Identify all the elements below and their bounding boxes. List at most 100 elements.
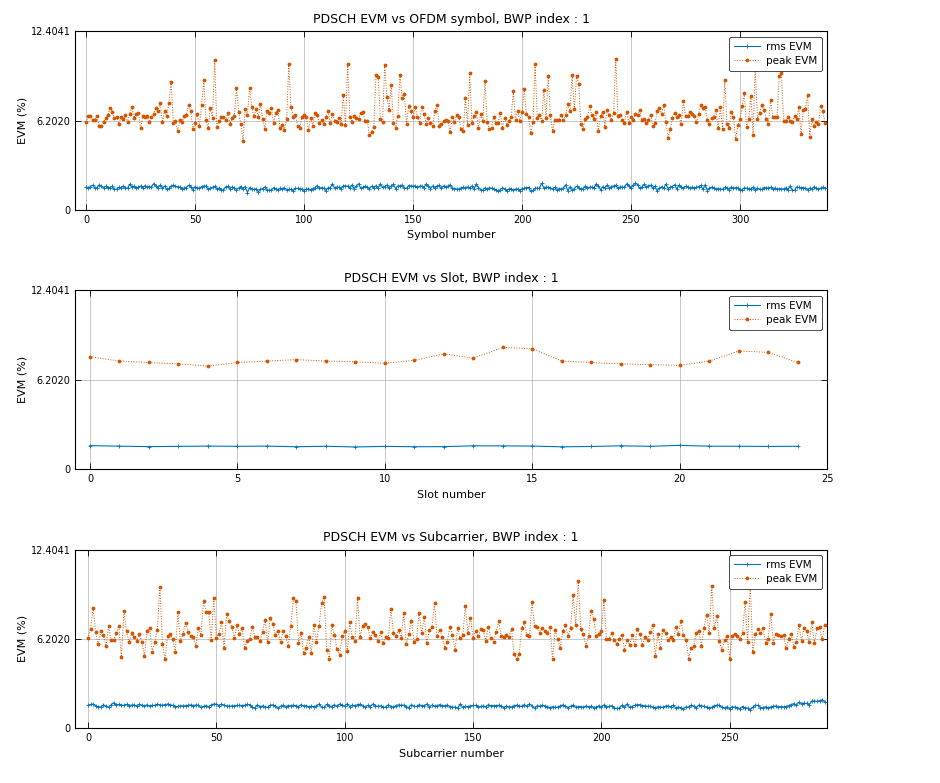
peak EVM <box>379 359 390 368</box>
X-axis label: Subcarrier number: Subcarrier number <box>399 749 504 759</box>
rms EVM <box>762 442 774 451</box>
peak EVM <box>526 344 538 353</box>
rms EVM <box>701 702 713 712</box>
peak EVM <box>820 118 831 128</box>
peak EVM <box>147 647 158 656</box>
rms EVM <box>85 441 96 450</box>
rms EVM <box>455 699 466 709</box>
rms EVM <box>645 442 656 451</box>
peak EVM <box>232 358 243 367</box>
rms EVM <box>497 441 509 450</box>
rms EVM <box>526 442 538 451</box>
rms EVM <box>213 183 225 193</box>
peak EVM <box>114 356 125 366</box>
peak EVM <box>261 356 273 366</box>
rms EVM <box>704 442 715 451</box>
peak EVM <box>529 60 540 69</box>
rms EVM <box>676 182 687 192</box>
peak EVM <box>238 136 249 146</box>
peak EVM <box>409 355 420 365</box>
peak EVM <box>737 629 748 638</box>
peak EVM <box>81 117 92 127</box>
peak EVM <box>187 124 198 134</box>
Y-axis label: EVM (%): EVM (%) <box>18 97 27 144</box>
rms EVM <box>202 442 213 451</box>
rms EVM <box>728 183 739 193</box>
rms EVM <box>321 442 332 451</box>
rms EVM <box>350 442 361 452</box>
rms EVM <box>529 183 540 193</box>
rms EVM <box>674 441 685 450</box>
rms EVM <box>586 442 597 451</box>
peak EVM <box>586 358 597 367</box>
peak EVM <box>350 357 361 366</box>
peak EVM <box>728 112 739 121</box>
peak EVM <box>733 346 744 355</box>
rms EVM <box>147 701 158 710</box>
rms EVM <box>615 441 626 450</box>
rms EVM <box>820 184 831 193</box>
peak EVM <box>615 359 626 369</box>
rms EVM <box>758 703 769 713</box>
X-axis label: Symbol number: Symbol number <box>407 230 495 240</box>
peak EVM <box>438 349 449 359</box>
rms EVM <box>187 185 198 194</box>
peak EVM <box>202 362 213 371</box>
peak EVM <box>819 620 830 630</box>
peak EVM <box>704 356 715 366</box>
Line: peak EVM: peak EVM <box>86 578 827 662</box>
peak EVM <box>457 630 468 640</box>
peak EVM <box>674 361 685 370</box>
rms EVM <box>817 695 828 705</box>
Legend: rms EVM, peak EVM: rms EVM, peak EVM <box>729 37 822 71</box>
peak EVM <box>173 359 184 369</box>
rms EVM <box>744 705 756 715</box>
peak EVM <box>676 120 687 129</box>
peak EVM <box>213 117 225 126</box>
peak EVM <box>556 356 568 366</box>
peak EVM <box>792 358 804 367</box>
Title: PDSCH EVM vs OFDM symbol, BWP index : 1: PDSCH EVM vs OFDM symbol, BWP index : 1 <box>313 13 589 26</box>
rms EVM <box>468 441 479 450</box>
peak EVM <box>83 633 94 643</box>
X-axis label: Slot number: Slot number <box>417 489 485 500</box>
Title: PDSCH EVM vs Slot, BWP index : 1: PDSCH EVM vs Slot, BWP index : 1 <box>344 272 558 285</box>
rms EVM <box>409 442 420 452</box>
peak EVM <box>760 638 771 648</box>
peak EVM <box>572 576 584 585</box>
peak EVM <box>468 353 479 363</box>
rms EVM <box>81 182 92 192</box>
Y-axis label: EVM (%): EVM (%) <box>18 615 27 662</box>
Line: peak EVM: peak EVM <box>87 345 800 369</box>
Line: peak EVM: peak EVM <box>84 56 827 143</box>
Legend: rms EVM, peak EVM: rms EVM, peak EVM <box>729 296 822 330</box>
rms EVM <box>819 697 830 706</box>
rms EVM <box>261 442 273 451</box>
Y-axis label: EVM (%): EVM (%) <box>18 356 27 403</box>
rms EVM <box>792 442 804 451</box>
rms EVM <box>173 442 184 451</box>
rms EVM <box>691 182 702 192</box>
peak EVM <box>706 582 717 591</box>
peak EVM <box>719 635 730 644</box>
rms EVM <box>83 701 94 710</box>
peak EVM <box>321 356 332 366</box>
rms EVM <box>114 442 125 451</box>
rms EVM <box>242 188 253 197</box>
Title: PDSCH EVM vs Subcarrier, BWP index : 1: PDSCH EVM vs Subcarrier, BWP index : 1 <box>323 531 579 544</box>
rms EVM <box>556 442 568 452</box>
rms EVM <box>630 179 641 188</box>
rms EVM <box>290 442 302 452</box>
Line: rms EVM: rms EVM <box>86 698 826 712</box>
rms EVM <box>713 701 725 710</box>
peak EVM <box>497 343 509 352</box>
Legend: rms EVM, peak EVM: rms EVM, peak EVM <box>729 554 822 590</box>
rms EVM <box>232 442 243 451</box>
peak EVM <box>160 655 171 664</box>
peak EVM <box>762 348 774 357</box>
rms EVM <box>438 442 449 451</box>
rms EVM <box>733 442 744 451</box>
Line: rms EVM: rms EVM <box>88 444 799 449</box>
peak EVM <box>85 352 96 362</box>
peak EVM <box>290 355 302 364</box>
